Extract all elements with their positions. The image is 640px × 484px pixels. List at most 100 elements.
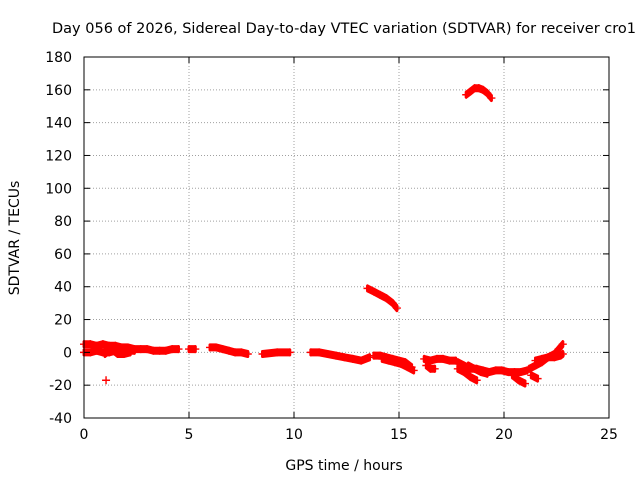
data-point <box>191 345 200 354</box>
x-tick-label: 15 <box>390 427 408 443</box>
data-segment <box>306 348 374 365</box>
data-point <box>521 379 529 388</box>
x-tick-label: 0 <box>80 427 89 443</box>
data-point <box>403 363 412 372</box>
data-point <box>487 94 496 103</box>
data-point <box>273 348 282 357</box>
data-point <box>102 376 111 385</box>
data-point <box>439 354 448 363</box>
data-point <box>558 340 567 349</box>
data-point <box>357 356 366 365</box>
data-point <box>453 364 462 373</box>
data-point <box>533 374 542 383</box>
data-point <box>340 353 349 362</box>
data-point <box>382 294 391 303</box>
data-point <box>378 354 387 363</box>
data-band <box>309 353 372 365</box>
data-point <box>409 366 418 375</box>
data-segment <box>101 345 135 359</box>
data-point <box>460 368 469 377</box>
y-tick-label: 100 <box>45 181 72 197</box>
data-point <box>285 348 294 357</box>
data-point <box>422 361 431 370</box>
data-point <box>130 346 139 355</box>
x-tick-label: 10 <box>285 427 303 443</box>
y-tick-label: 180 <box>45 50 72 66</box>
data-point <box>86 340 95 349</box>
data-point <box>537 354 546 363</box>
axis-layer: 0 5 10 15 20 25 -40 -20 0 20 40 60 80 100 120 140 160 180 <box>45 50 618 443</box>
data-point <box>554 345 563 354</box>
y-tick-label: 60 <box>54 247 72 263</box>
data-layer <box>80 84 567 388</box>
data-point <box>466 87 475 96</box>
data-segment <box>453 364 481 385</box>
y-axis-label: SDTVAR / TECUs <box>7 181 23 296</box>
data-point <box>466 372 475 381</box>
data-point <box>462 90 471 99</box>
data-segment <box>531 350 567 365</box>
data-segment <box>527 371 542 383</box>
data-segment <box>462 84 496 103</box>
data-segment <box>185 345 200 354</box>
data-point <box>508 371 517 380</box>
data-point <box>243 350 252 359</box>
y-tick-label: 160 <box>45 83 72 99</box>
data-segment <box>102 376 111 385</box>
data-point <box>224 346 233 355</box>
data-point <box>483 369 492 378</box>
data-point <box>476 368 485 377</box>
y-tick-label: -20 <box>49 378 72 394</box>
y-tick-label: 0 <box>63 345 72 361</box>
data-point <box>426 356 435 365</box>
data-point <box>315 348 324 357</box>
y-tick-label: 80 <box>54 214 72 230</box>
data-segment <box>422 361 439 373</box>
data-point <box>464 361 473 370</box>
data-point <box>365 353 374 362</box>
data-point <box>531 356 540 365</box>
data-point <box>237 348 246 357</box>
data-point <box>101 350 109 359</box>
data-point <box>479 85 487 94</box>
y-tick-label: 140 <box>45 116 72 132</box>
data-point <box>98 340 107 349</box>
data-segment <box>206 343 252 359</box>
data-point <box>390 358 399 367</box>
data-point <box>392 304 401 313</box>
data-point <box>472 376 481 385</box>
data-band <box>422 359 458 365</box>
data-point <box>161 346 170 355</box>
data-point <box>174 345 183 354</box>
x-tick-label: 25 <box>600 427 618 443</box>
x-tick-label: 20 <box>495 427 513 443</box>
plot-frame <box>83 56 610 419</box>
data-segment <box>363 284 401 313</box>
data-point <box>212 343 221 352</box>
data-point <box>348 354 357 363</box>
data-point <box>420 354 429 363</box>
data-point <box>107 345 116 354</box>
data-point <box>369 287 378 296</box>
data-point <box>430 364 439 373</box>
data-point <box>363 284 372 293</box>
data-point <box>384 356 393 365</box>
data-point <box>474 84 483 93</box>
grid-layer <box>84 57 609 418</box>
data-segment <box>378 354 418 375</box>
data-point <box>550 353 559 362</box>
data-point <box>388 299 397 308</box>
data-point <box>397 359 406 368</box>
data-point <box>218 345 227 354</box>
data-band <box>529 376 540 383</box>
data-point <box>332 351 340 360</box>
data-point <box>497 366 506 375</box>
data-point <box>527 371 536 380</box>
data-band <box>380 359 416 375</box>
data-point <box>516 368 525 377</box>
data-band <box>261 353 292 358</box>
y-tick-label: 120 <box>45 148 72 164</box>
data-point <box>323 350 332 359</box>
